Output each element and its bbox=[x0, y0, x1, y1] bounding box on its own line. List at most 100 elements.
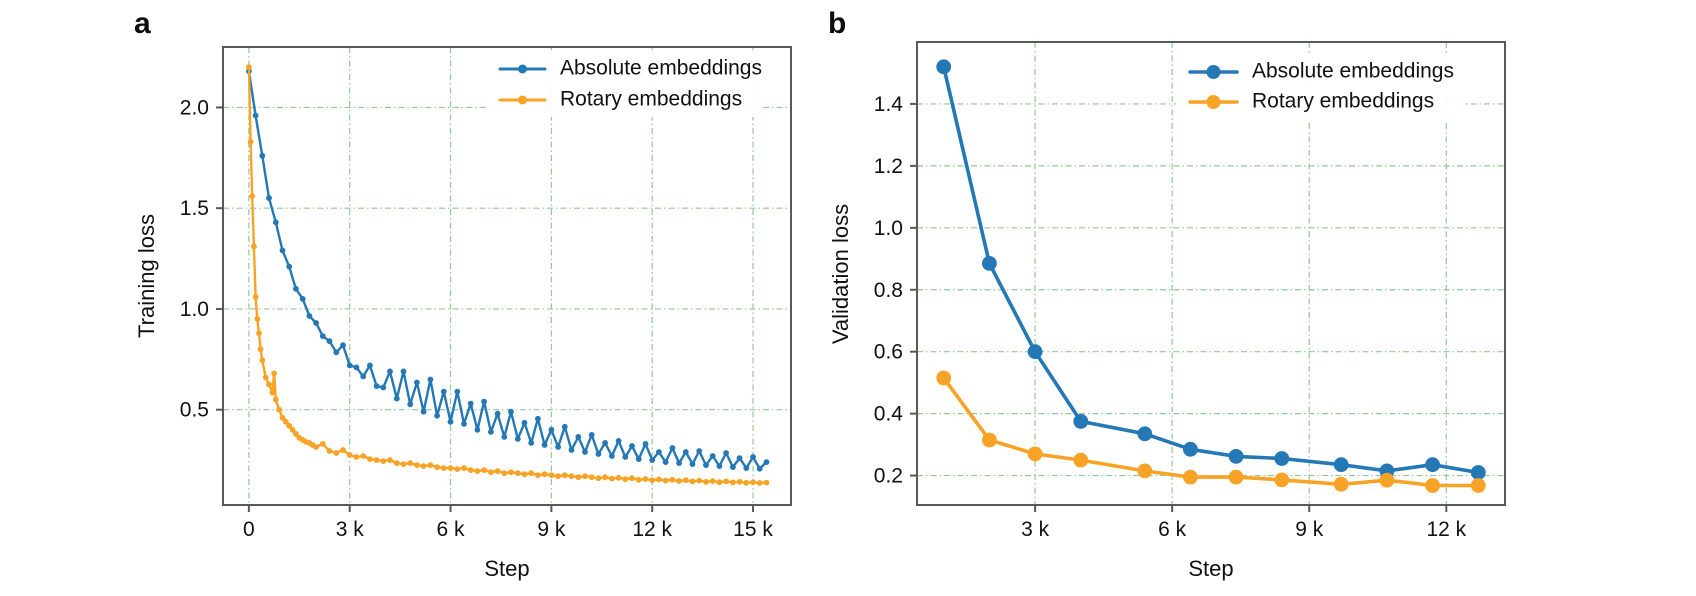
data-point-marker bbox=[609, 475, 615, 482]
data-point-marker bbox=[488, 469, 494, 476]
data-point-marker bbox=[750, 454, 756, 460]
data-point-marker bbox=[461, 420, 467, 427]
data-point-marker bbox=[454, 388, 461, 395]
data-point-marker bbox=[440, 465, 447, 471]
data-point-marker bbox=[333, 349, 340, 356]
data-point-marker bbox=[246, 64, 252, 70]
x-axis-label-step-b: Step bbox=[1188, 556, 1234, 581]
data-point-marker bbox=[414, 462, 420, 468]
data-point-marker bbox=[1228, 469, 1244, 485]
data-point-marker bbox=[709, 453, 716, 459]
data-point-marker bbox=[541, 442, 548, 448]
data-point-marker bbox=[575, 474, 582, 481]
data-point-marker bbox=[535, 415, 541, 422]
data-point-marker bbox=[414, 379, 420, 386]
data-point-marker bbox=[474, 468, 481, 474]
data-point-marker bbox=[247, 138, 254, 145]
y-tick-label: 1.0 bbox=[180, 298, 209, 321]
data-point-marker bbox=[629, 443, 635, 449]
data-point-marker bbox=[434, 464, 440, 470]
data-point-marker bbox=[635, 476, 642, 483]
data-point-marker bbox=[1183, 469, 1198, 485]
data-point-marker bbox=[373, 457, 380, 463]
x-tick-label: 9 k bbox=[537, 518, 566, 541]
data-point-marker bbox=[440, 388, 447, 395]
y-tick-label: 1.5 bbox=[180, 197, 209, 220]
data-point-marker bbox=[555, 473, 561, 480]
x-tick-label: 15 k bbox=[733, 518, 773, 541]
data-point-marker bbox=[649, 457, 656, 463]
data-point-marker bbox=[662, 477, 669, 484]
data-point-marker bbox=[367, 362, 373, 369]
data-point-marker bbox=[750, 479, 756, 486]
data-point-marker bbox=[982, 432, 997, 448]
data-point-marker bbox=[447, 418, 454, 425]
data-point-marker bbox=[696, 477, 703, 484]
data-point-marker bbox=[635, 456, 642, 462]
series-line-rotary bbox=[941, 376, 1481, 488]
x-tick-label: 12 k bbox=[632, 518, 672, 541]
data-point-marker bbox=[286, 422, 293, 429]
data-point-marker bbox=[251, 243, 257, 250]
data-point-marker bbox=[353, 454, 360, 460]
data-point-marker bbox=[454, 466, 461, 472]
y-tick-label: 1.2 bbox=[874, 155, 903, 178]
data-point-marker bbox=[602, 440, 608, 446]
legend-sample-marker bbox=[518, 95, 527, 105]
data-point-marker bbox=[662, 459, 669, 465]
data-point-marker bbox=[1379, 472, 1395, 488]
data-point-marker bbox=[1425, 478, 1440, 493]
data-point-marker bbox=[682, 477, 689, 484]
data-point-marker bbox=[1333, 476, 1349, 492]
x-tick-label: 6 k bbox=[1158, 518, 1187, 541]
data-point-marker bbox=[743, 465, 750, 471]
y-tick-label: 1.4 bbox=[874, 93, 904, 116]
data-point-marker bbox=[360, 453, 367, 459]
data-point-marker bbox=[319, 441, 326, 447]
data-point-marker bbox=[266, 195, 272, 202]
data-point-marker bbox=[756, 465, 763, 472]
data-point-marker bbox=[1470, 465, 1486, 480]
data-point-marker bbox=[387, 368, 393, 375]
data-point-marker bbox=[528, 470, 535, 477]
series-line-absolute bbox=[941, 65, 1481, 475]
data-point-marker bbox=[252, 294, 259, 300]
data-point-marker bbox=[743, 479, 750, 486]
data-point-marker bbox=[736, 455, 743, 461]
data-point-marker bbox=[1027, 446, 1043, 462]
data-point-marker bbox=[656, 449, 662, 455]
ticks-b bbox=[910, 102, 1448, 512]
data-point-marker bbox=[629, 475, 635, 482]
data-point-marker bbox=[272, 219, 279, 226]
data-point-marker bbox=[642, 441, 649, 447]
data-point-marker bbox=[682, 449, 689, 455]
data-point-marker bbox=[373, 383, 380, 389]
data-point-marker bbox=[286, 263, 293, 270]
data-point-marker bbox=[548, 426, 555, 433]
data-point-marker bbox=[541, 471, 548, 478]
panel-letter-b: b bbox=[828, 7, 847, 40]
data-point-marker bbox=[387, 457, 393, 463]
y-tick-label: 1.0 bbox=[874, 217, 903, 240]
data-point-marker bbox=[575, 434, 582, 440]
data-point-marker bbox=[703, 462, 709, 468]
data-point-marker bbox=[568, 473, 575, 480]
legend-box bbox=[1176, 54, 1466, 121]
x-tick-label: 9 k bbox=[1295, 518, 1324, 541]
data-point-marker bbox=[340, 342, 346, 349]
data-point-marker bbox=[259, 152, 266, 159]
data-point-marker bbox=[1183, 441, 1198, 457]
data-point-marker bbox=[346, 452, 353, 458]
legend-sample-marker bbox=[518, 64, 527, 74]
data-point-marker bbox=[528, 440, 535, 446]
data-point-marker bbox=[689, 461, 696, 467]
data-point-marker bbox=[568, 447, 575, 453]
data-point-marker bbox=[1274, 451, 1290, 466]
data-point-marker bbox=[313, 320, 319, 326]
data-point-marker bbox=[622, 454, 629, 460]
legend-sample-marker bbox=[1206, 95, 1221, 109]
data-point-marker bbox=[622, 476, 629, 483]
data-point-marker bbox=[588, 474, 595, 481]
x-tick-label: 0 bbox=[243, 518, 255, 541]
data-point-marker bbox=[1027, 344, 1043, 360]
